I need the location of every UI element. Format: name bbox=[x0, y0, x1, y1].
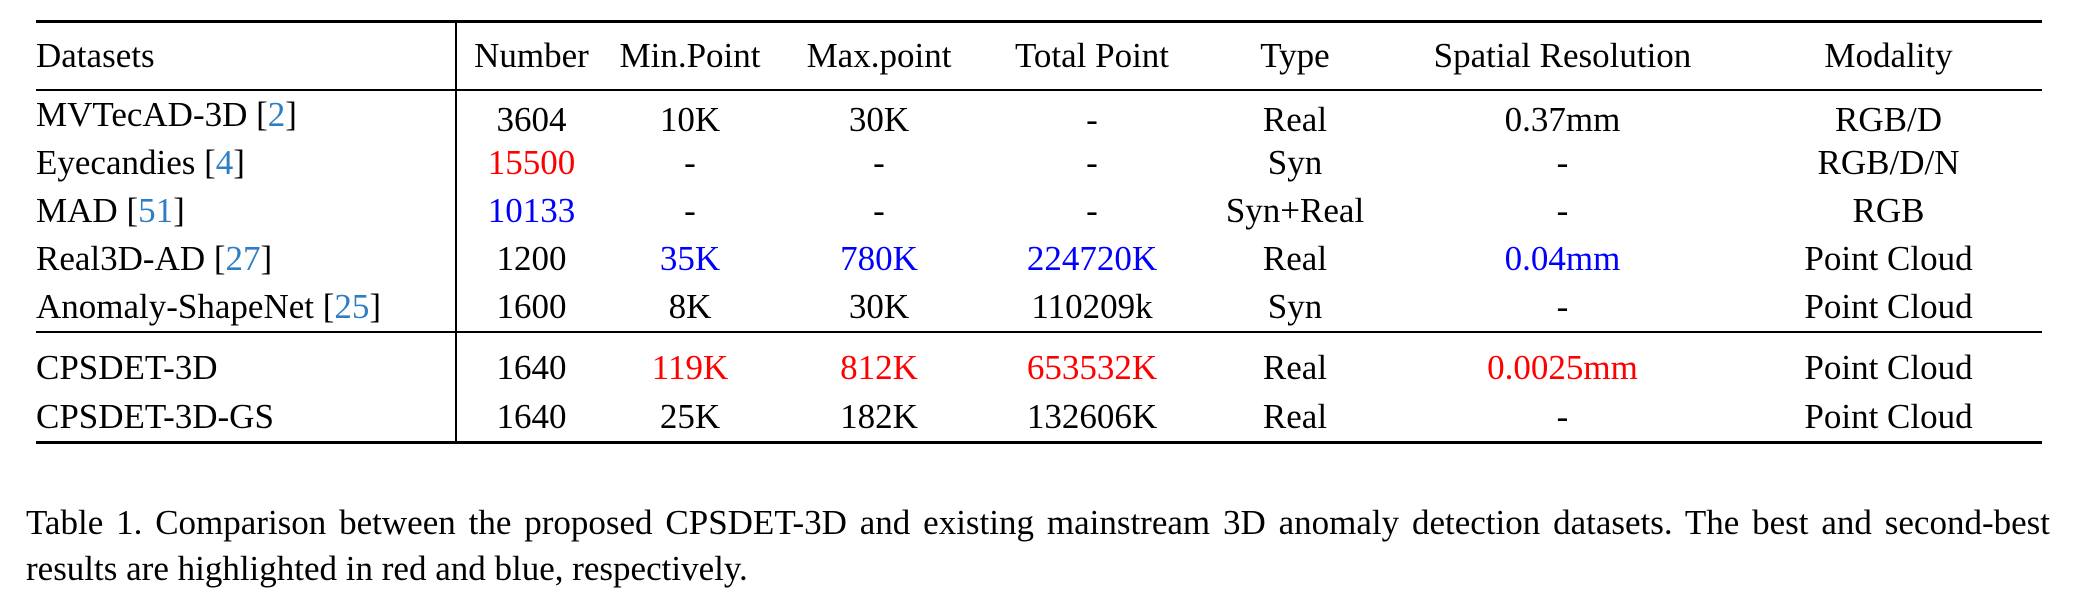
col-header-spatial-resolution: Spatial Resolution bbox=[1433, 36, 1692, 75]
dataset-name-cell: CPSDET-3D-GS bbox=[36, 393, 457, 443]
min-point-cell: 10K bbox=[659, 100, 721, 139]
min-point-cell: 35K bbox=[659, 239, 721, 278]
citation-link[interactable]: 27 bbox=[225, 239, 261, 278]
max-point-cell: 812K bbox=[840, 348, 918, 387]
total-point-cell: 110209k bbox=[1031, 287, 1153, 326]
number-cell: 1600 bbox=[496, 287, 567, 326]
type-cell: Syn bbox=[1267, 143, 1323, 182]
total-point-cell: - bbox=[1086, 191, 1098, 230]
dataset-name-cell: Anomaly-ShapeNet [25] bbox=[36, 283, 457, 332]
modality-cell: Point Cloud bbox=[1804, 397, 1973, 436]
dataset-name: Anomaly-ShapeNet bbox=[36, 287, 314, 326]
min-point-cell: - bbox=[684, 143, 696, 182]
type-cell: Real bbox=[1262, 100, 1328, 139]
modality-cell: RGB/D bbox=[1835, 100, 1942, 139]
citation-link[interactable]: 25 bbox=[334, 287, 370, 326]
col-header-min-point: Min.Point bbox=[619, 36, 761, 75]
resolution-cell: - bbox=[1556, 397, 1569, 436]
citation-link[interactable]: 4 bbox=[215, 143, 234, 182]
max-point-cell: 30K bbox=[848, 287, 910, 326]
col-header-type: Type bbox=[1260, 36, 1330, 75]
max-point-cell: 182K bbox=[840, 397, 918, 436]
max-point-cell: 30K bbox=[848, 100, 910, 139]
table-caption: Table 1. Comparison between the proposed… bbox=[26, 503, 2050, 588]
max-point-cell: - bbox=[873, 143, 885, 182]
resolution-cell: 0.37mm bbox=[1504, 100, 1621, 139]
min-point-cell: 8K bbox=[668, 287, 712, 326]
modality-cell: Point Cloud bbox=[1804, 287, 1973, 326]
total-point-cell: - bbox=[1086, 100, 1098, 139]
col-header-number: Number bbox=[474, 36, 589, 75]
modality-cell: RGB bbox=[1852, 191, 1925, 230]
min-point-cell: - bbox=[684, 191, 696, 230]
dataset-name-cell: Eyecandies [4] bbox=[36, 139, 457, 187]
number-cell: 3604 bbox=[496, 100, 567, 139]
number-cell: 1200 bbox=[496, 239, 567, 278]
table-row: Anomaly-ShapeNet [25] 1600 8K 30K 110209… bbox=[36, 283, 2042, 332]
total-point-cell: 653532K bbox=[1026, 348, 1158, 387]
dataset-name-cell: CPSDET-3D bbox=[36, 332, 457, 393]
number-cell: 1640 bbox=[496, 348, 567, 387]
table-row: MAD [51] 10133 - - - Syn+Real - RGB bbox=[36, 187, 2042, 235]
citation-link[interactable]: 51 bbox=[138, 191, 174, 230]
dataset-name-cell: Real3D-AD [27] bbox=[36, 235, 457, 283]
table-row: CPSDET-3D 1640 119K 812K 653532K Real 0.… bbox=[36, 332, 2042, 393]
dataset-name: MVTecAD-3D bbox=[36, 95, 248, 134]
number-cell: 10133 bbox=[487, 191, 576, 230]
type-cell: Syn bbox=[1267, 287, 1323, 326]
col-header-datasets: Datasets bbox=[36, 21, 457, 90]
col-header-modality: Modality bbox=[1824, 36, 1953, 75]
comparison-table: Datasets Number Min.Point Max.point Tota… bbox=[36, 20, 2042, 444]
max-point-cell: 780K bbox=[840, 239, 918, 278]
col-header-max-point: Max.point bbox=[806, 36, 952, 75]
table-row: Real3D-AD [27] 1200 35K 780K 224720K Rea… bbox=[36, 235, 2042, 283]
table-row: CPSDET-3D-GS 1640 25K 182K 132606K Real … bbox=[36, 393, 2042, 443]
min-point-cell: 25K bbox=[659, 397, 721, 436]
modality-cell: Point Cloud bbox=[1804, 348, 1973, 387]
resolution-cell: - bbox=[1556, 191, 1569, 230]
number-cell: 15500 bbox=[487, 143, 576, 182]
resolution-cell: 0.0025mm bbox=[1487, 348, 1638, 387]
resolution-cell: - bbox=[1556, 143, 1569, 182]
number-cell: 1640 bbox=[496, 397, 567, 436]
type-cell: Syn+Real bbox=[1225, 191, 1365, 230]
proposed-datasets-group: CPSDET-3D 1640 119K 812K 653532K Real 0.… bbox=[36, 332, 2042, 443]
total-point-cell: - bbox=[1086, 143, 1098, 182]
dataset-name: MAD bbox=[36, 191, 118, 230]
existing-datasets-group: MVTecAD-3D [2] 3604 10K 30K - Real 0.37m… bbox=[36, 90, 2042, 332]
citation-link[interactable]: 2 bbox=[267, 95, 286, 134]
dataset-name: Real3D-AD bbox=[36, 239, 206, 278]
type-cell: Real bbox=[1262, 397, 1328, 436]
type-cell: Real bbox=[1262, 348, 1328, 387]
min-point-cell: 119K bbox=[651, 348, 729, 387]
total-point-cell: 132606K bbox=[1026, 397, 1158, 436]
total-point-cell: 224720K bbox=[1026, 239, 1158, 278]
max-point-cell: - bbox=[873, 191, 885, 230]
resolution-cell: - bbox=[1556, 287, 1569, 326]
dataset-name: Eyecandies bbox=[36, 143, 196, 182]
modality-cell: RGB/D/N bbox=[1817, 143, 1960, 182]
col-header-total-point: Total Point bbox=[1014, 36, 1170, 75]
modality-cell: Point Cloud bbox=[1804, 239, 1973, 278]
table-row: MVTecAD-3D [2] 3604 10K 30K - Real 0.37m… bbox=[36, 90, 2042, 139]
dataset-name-cell: MAD [51] bbox=[36, 187, 457, 235]
table-row: Eyecandies [4] 15500 - - - Syn - RGB/D/N bbox=[36, 139, 2042, 187]
type-cell: Real bbox=[1262, 239, 1328, 278]
table-header: Datasets Number Min.Point Max.point Tota… bbox=[36, 21, 2042, 90]
comparison-table-container: Datasets Number Min.Point Max.point Tota… bbox=[36, 20, 2042, 444]
dataset-name-cell: MVTecAD-3D [2] bbox=[36, 90, 457, 139]
resolution-cell: 0.04mm bbox=[1504, 239, 1621, 278]
